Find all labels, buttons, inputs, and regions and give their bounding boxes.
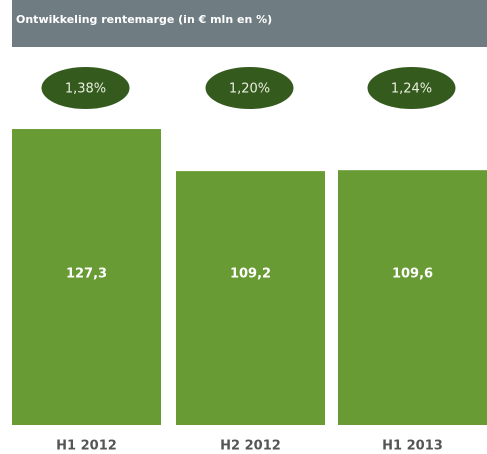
bar <box>176 171 325 425</box>
bar-value-label: 109,6 <box>392 267 433 282</box>
margin-label: 1,20% <box>229 82 270 97</box>
title-bar <box>12 0 487 47</box>
bar-value-label: 109,2 <box>230 267 271 282</box>
bar <box>12 129 161 425</box>
margin-label: 1,24% <box>391 82 432 97</box>
x-tick-label: H2 2012 <box>220 439 281 454</box>
margin-badge <box>367 67 456 109</box>
margin-badge <box>41 67 130 109</box>
bar <box>338 170 487 425</box>
margin-badge <box>205 67 294 109</box>
x-tick-label: H1 2013 <box>382 439 443 454</box>
bar-value-label: 127,3 <box>66 267 107 282</box>
margin-label: 1,38% <box>65 82 106 97</box>
chart-title: Ontwikkeling rentemarge (in € mln en %) <box>16 13 272 26</box>
x-tick-label: H1 2012 <box>56 439 117 454</box>
